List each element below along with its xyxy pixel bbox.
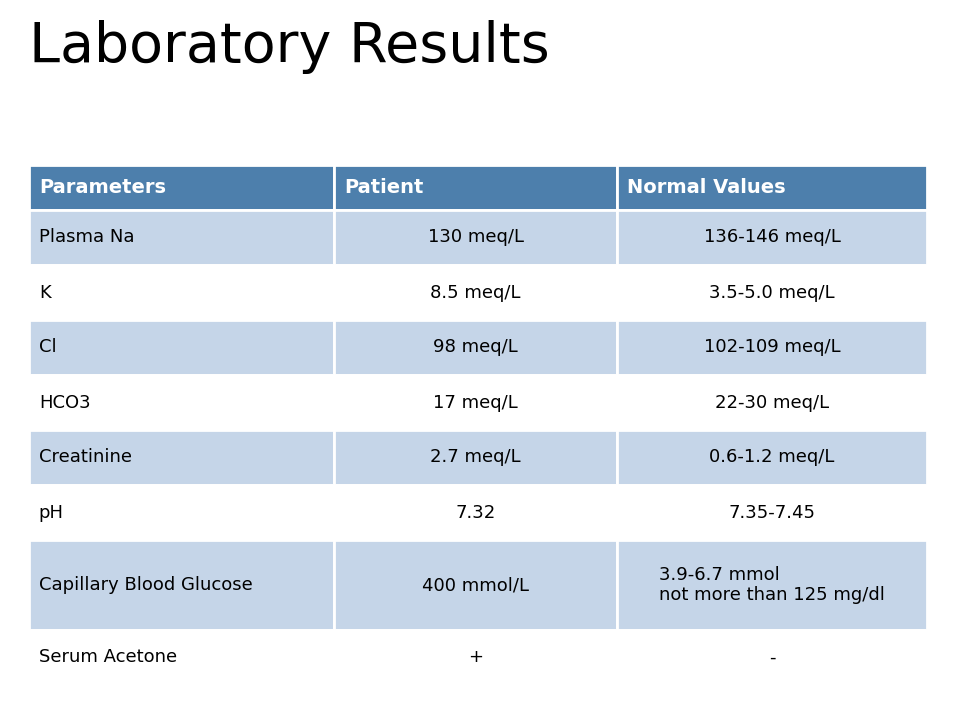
Bar xyxy=(617,320,927,375)
Bar xyxy=(29,630,334,685)
Bar xyxy=(617,540,927,630)
Text: Normal Values: Normal Values xyxy=(627,178,785,197)
Text: 136-146 meq/L: 136-146 meq/L xyxy=(704,228,841,246)
Text: 98 meq/L: 98 meq/L xyxy=(433,338,518,356)
Bar xyxy=(334,540,617,630)
Text: Cl: Cl xyxy=(38,338,57,356)
Text: 0.6-1.2 meq/L: 0.6-1.2 meq/L xyxy=(709,449,835,467)
Bar xyxy=(29,485,334,540)
Bar xyxy=(29,540,334,630)
Text: 3.5-5.0 meq/L: 3.5-5.0 meq/L xyxy=(709,284,835,302)
Bar xyxy=(617,430,927,485)
Bar xyxy=(617,210,927,265)
Text: K: K xyxy=(38,284,51,302)
Text: 2.7 meq/L: 2.7 meq/L xyxy=(430,449,521,467)
Bar xyxy=(29,210,334,265)
Text: Plasma Na: Plasma Na xyxy=(38,228,134,246)
Text: Serum Acetone: Serum Acetone xyxy=(38,649,177,667)
Bar xyxy=(617,630,927,685)
Bar xyxy=(29,265,334,320)
Text: 7.32: 7.32 xyxy=(456,503,495,521)
Bar xyxy=(334,210,617,265)
Bar xyxy=(617,375,927,430)
Bar xyxy=(334,265,617,320)
Text: 400 mmol/L: 400 mmol/L xyxy=(422,576,529,594)
Text: Creatinine: Creatinine xyxy=(38,449,132,467)
Text: Laboratory Results: Laboratory Results xyxy=(29,20,549,74)
Text: 3.9-6.7 mmol
not more than 125 mg/dl: 3.9-6.7 mmol not more than 125 mg/dl xyxy=(660,566,885,604)
Bar xyxy=(29,375,334,430)
Bar xyxy=(334,630,617,685)
Text: Patient: Patient xyxy=(345,178,423,197)
Text: 22-30 meq/L: 22-30 meq/L xyxy=(715,394,829,412)
Text: -: - xyxy=(769,649,776,667)
Bar xyxy=(617,265,927,320)
Text: +: + xyxy=(468,649,483,667)
Text: Capillary Blood Glucose: Capillary Blood Glucose xyxy=(38,576,252,594)
Bar xyxy=(29,320,334,375)
Text: 130 meq/L: 130 meq/L xyxy=(428,228,524,246)
Text: 8.5 meq/L: 8.5 meq/L xyxy=(430,284,521,302)
Text: 17 meq/L: 17 meq/L xyxy=(433,394,518,412)
Bar xyxy=(29,430,334,485)
Bar xyxy=(334,165,617,210)
Text: 7.35-7.45: 7.35-7.45 xyxy=(729,503,816,521)
Bar xyxy=(334,320,617,375)
Bar xyxy=(617,485,927,540)
Bar xyxy=(334,430,617,485)
Bar xyxy=(334,375,617,430)
Text: 102-109 meq/L: 102-109 meq/L xyxy=(704,338,840,356)
Bar xyxy=(334,485,617,540)
Text: HCO3: HCO3 xyxy=(38,394,90,412)
Text: Parameters: Parameters xyxy=(38,178,166,197)
Text: pH: pH xyxy=(38,503,63,521)
Bar xyxy=(617,165,927,210)
Bar xyxy=(29,165,334,210)
